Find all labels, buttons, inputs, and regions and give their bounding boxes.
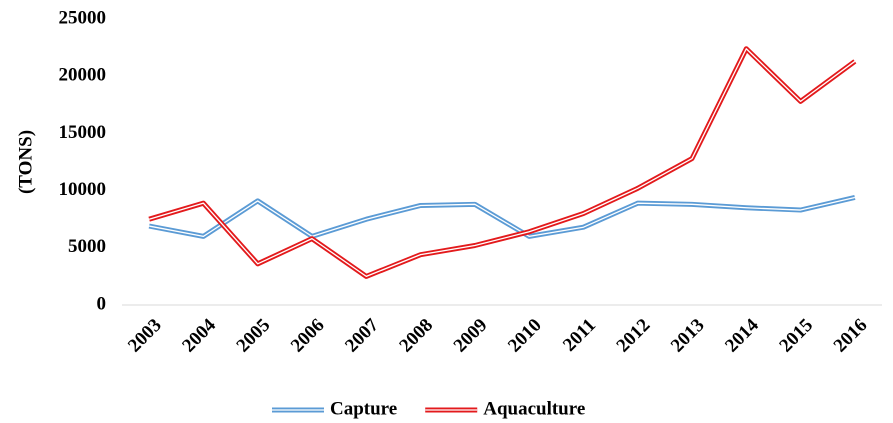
y-tick-label: 15000: [59, 122, 107, 143]
x-tick-label: 2009: [450, 315, 492, 357]
series-line: [148, 46, 857, 279]
x-tick-label: 2005: [233, 315, 275, 357]
x-tick-label: 2014: [721, 314, 763, 356]
x-tick-label: 2010: [504, 315, 546, 357]
series-line-inner: [149, 196, 856, 238]
y-tick-label: 5000: [68, 236, 106, 257]
x-tick-label: 2008: [395, 315, 437, 357]
x-tick-label: 2006: [287, 315, 329, 357]
x-tick-label: 2004: [178, 314, 220, 356]
y-tick-label: 25000: [59, 7, 107, 28]
y-tick-label: 0: [97, 293, 107, 314]
x-tick-label: 2007: [341, 314, 383, 356]
legend-label: Aquaculture: [483, 398, 585, 419]
series-line-inner: [148, 48, 856, 278]
y-tick-label: 20000: [59, 65, 107, 86]
y-tick-label: 10000: [59, 179, 107, 200]
x-tick-label: 2016: [830, 315, 872, 357]
legend-label: Capture: [330, 398, 397, 419]
x-tick-label: 2015: [775, 315, 817, 357]
y-axis-label: (TONS): [15, 130, 36, 194]
x-tick-label: 2012: [613, 315, 655, 357]
x-tick-label: 2011: [559, 315, 600, 356]
x-tick-label: 2003: [124, 315, 166, 357]
x-tick-label: 2013: [667, 315, 709, 357]
